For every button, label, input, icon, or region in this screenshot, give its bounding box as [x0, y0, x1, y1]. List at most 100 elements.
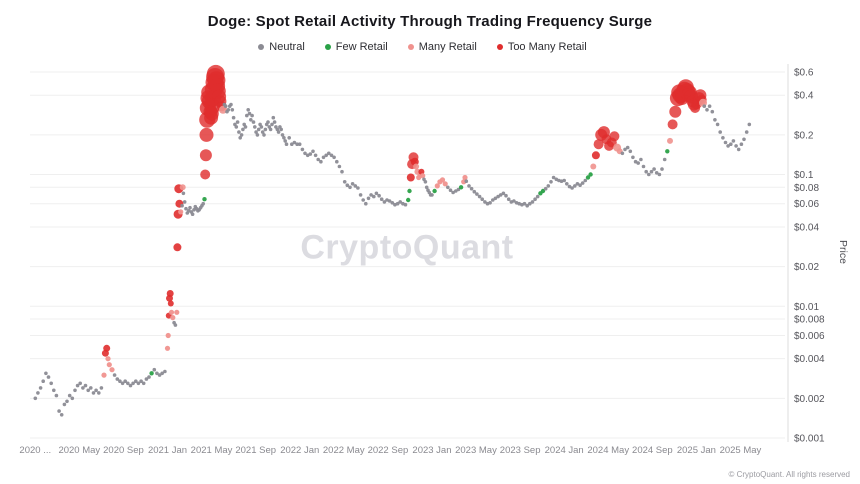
data-point-neutral — [327, 151, 331, 156]
x-tick-label: 2021 Sep — [235, 445, 276, 456]
x-axis-labels: 2020 ... 2020 May 2020 Sep 2021 Jan 2021 May… — [19, 445, 761, 456]
data-point-neutral — [559, 179, 564, 183]
data-point-neutral — [155, 371, 159, 376]
data-point-neutral — [36, 391, 40, 395]
x-tick-label: 2024 Jan — [545, 445, 584, 456]
x-tick-label: 2021 Jan — [148, 445, 187, 456]
y-tick-label: $0.06 — [794, 199, 819, 210]
data-point-neutral — [729, 142, 733, 146]
data-point-neutral — [723, 140, 728, 145]
legend-item-many-retail[interactable]: Many Retail — [407, 41, 477, 53]
data-point-neutral — [62, 402, 67, 407]
legend-item-too-many-retail[interactable]: Too Many Retail — [496, 41, 587, 53]
y-tick-label: $0.01 — [794, 302, 819, 313]
data-point-many-retail — [590, 163, 597, 170]
data-point-too-many-retail — [166, 290, 174, 297]
data-point-neutral — [136, 381, 141, 386]
data-point-neutral — [501, 191, 506, 196]
data-point-neutral — [283, 139, 288, 143]
x-tick-label: 2025 May — [720, 445, 762, 456]
data-point-few-retail — [585, 175, 591, 180]
data-point-neutral — [271, 115, 276, 120]
many-retail-legend-dot-icon — [407, 44, 414, 50]
chart-title: Doge: Spot Retail Activity Through Tradi… — [207, 13, 653, 30]
data-point-neutral — [491, 198, 495, 202]
data-point-neutral — [260, 130, 265, 134]
data-point-many-retail — [101, 372, 107, 378]
data-point-neutral — [337, 164, 342, 169]
data-point-neutral — [276, 130, 281, 134]
data-point-neutral — [235, 120, 240, 124]
data-point-neutral — [623, 147, 627, 152]
data-point-neutral — [295, 142, 299, 146]
data-point-neutral — [469, 186, 474, 191]
data-point-neutral — [201, 201, 205, 206]
data-point-neutral — [456, 187, 461, 192]
data-point-neutral — [131, 381, 135, 386]
data-point-neutral — [496, 194, 500, 199]
x-tick-label: 2020 ... — [19, 445, 51, 456]
data-point-neutral — [91, 391, 96, 395]
data-point-neutral — [237, 130, 241, 134]
data-point-neutral — [73, 388, 77, 393]
data-point-neutral — [75, 383, 80, 388]
data-point-neutral — [120, 381, 125, 386]
data-point-neutral — [641, 164, 646, 169]
x-tick-label: 2024 May — [587, 445, 629, 456]
data-point-neutral — [256, 127, 261, 132]
data-point-neutral — [86, 388, 90, 393]
data-point-neutral — [744, 130, 749, 134]
data-point-neutral — [423, 180, 428, 184]
data-point-neutral — [321, 155, 326, 160]
legend: Neutral Few Retail Many Retail Too Many Ret… — [0, 41, 845, 53]
data-point-neutral — [654, 171, 659, 175]
data-point-neutral — [721, 136, 725, 140]
data-point-neutral — [644, 169, 648, 174]
data-point-neutral — [123, 379, 127, 384]
data-point-neutral — [287, 136, 292, 140]
data-point-neutral — [390, 201, 395, 205]
few-retail-legend-dot-icon — [324, 44, 331, 50]
data-point-neutral — [350, 182, 355, 186]
data-point-neutral — [253, 125, 257, 129]
data-point-neutral — [243, 125, 248, 129]
data-point-neutral — [543, 186, 548, 191]
data-point-neutral — [565, 182, 569, 186]
data-point-neutral — [275, 127, 280, 132]
legend-item-few-retail[interactable]: Few Retail — [324, 41, 388, 53]
legend-item-neutral[interactable]: Neutral — [258, 41, 305, 53]
y-tick-label: $0.2 — [794, 130, 814, 141]
data-point-neutral — [361, 198, 366, 202]
data-point-neutral — [530, 200, 535, 204]
data-point-neutral — [358, 193, 363, 197]
data-point-neutral — [141, 381, 146, 386]
data-point-neutral — [631, 155, 635, 160]
data-point-few-retail — [407, 188, 412, 194]
copyright-text: © CryptoQuant. All rights reserved — [728, 470, 851, 479]
x-tick-label: 2023 Jan — [412, 445, 451, 456]
too-many-retail-legend-dot-icon — [496, 44, 503, 50]
data-point-neutral — [284, 142, 289, 146]
data-point-neutral — [282, 136, 286, 140]
data-point-neutral — [300, 147, 305, 152]
data-point-neutral — [451, 190, 455, 195]
y-tick-label: $0.4 — [794, 91, 814, 102]
data-point-few-retail — [202, 197, 207, 202]
data-point-neutral — [319, 159, 323, 164]
data-point-neutral — [464, 179, 469, 183]
data-point-neutral — [374, 191, 379, 196]
data-point-neutral — [239, 133, 244, 137]
data-point-neutral — [78, 381, 82, 386]
data-point-neutral — [747, 122, 752, 127]
data-point-neutral — [263, 127, 268, 132]
data-point-neutral — [580, 181, 585, 185]
legend-label: Few Retail — [335, 41, 388, 53]
data-point-neutral — [262, 133, 266, 137]
data-point-many-retail — [164, 345, 171, 351]
data-point-too-many-retail — [103, 344, 111, 352]
data-point-too-many-retail — [669, 105, 682, 118]
data-point-neutral — [480, 197, 485, 201]
data-point-too-many-retail — [167, 300, 174, 307]
data-point-neutral — [403, 202, 408, 207]
